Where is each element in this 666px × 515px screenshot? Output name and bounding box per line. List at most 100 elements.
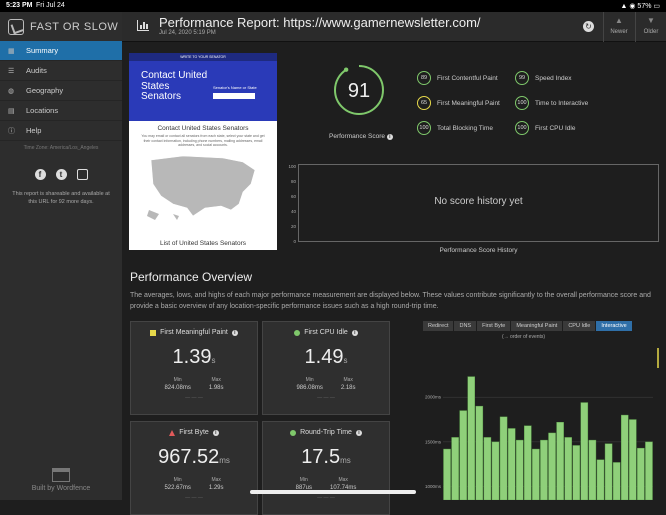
tab-cpu-idle[interactable]: CPU Idle [563, 321, 596, 331]
chart-bar[interactable] [451, 437, 459, 500]
chart-bar[interactable] [612, 462, 621, 500]
card-title-text: First Byte [179, 429, 209, 436]
screenshot-top-bar: WRITE TO YOUR SENATOR [129, 53, 277, 61]
chart-bar[interactable] [540, 439, 548, 500]
page-title: Performance Report: https://www.gamernew… [159, 15, 481, 30]
wordfence-icon [52, 468, 70, 482]
history-y-tick: 80 [290, 179, 296, 184]
warning-square-icon [150, 329, 157, 336]
sidebar-item-locations[interactable]: ▤ Locations [0, 101, 122, 121]
waterfall-bar-chart: 2000ms 1500ms 1000ms [423, 348, 659, 500]
metric-first-meaningful-paint: 65 First Meaningful Paint [417, 96, 500, 110]
chart-bar[interactable] [524, 425, 532, 500]
card-min-unit: ms [314, 385, 323, 391]
metric-score-badge: 89 [417, 71, 431, 85]
chart-bar[interactable] [629, 419, 637, 500]
list-icon: ☰ [8, 67, 15, 75]
us-map-image [147, 155, 256, 220]
card-divider: — — — [185, 495, 203, 501]
sidebar-item-help[interactable]: ⓘ Help [0, 121, 122, 141]
waterfall-tabs: Redirect DNS First Byte Meaningful Paint CPU… [423, 321, 633, 331]
tab-dns[interactable]: DNS [454, 321, 477, 331]
card-value: 17.5ms [263, 446, 389, 469]
history-y-tick: 100 [288, 164, 296, 169]
sidebar-item-label: Locations [26, 106, 59, 115]
chart-bar[interactable] [459, 410, 467, 500]
twitter-icon[interactable]: t [55, 169, 67, 180]
home-indicator[interactable] [250, 490, 416, 494]
tab-first-byte[interactable]: First Byte [477, 321, 511, 331]
chart-bar[interactable] [637, 447, 645, 500]
card-max-unit: s [352, 385, 356, 391]
chart-bar[interactable] [507, 428, 516, 500]
chart-bar[interactable] [515, 439, 524, 500]
chart-bar[interactable] [443, 448, 451, 500]
chevron-up-icon: ▲ [615, 16, 623, 25]
chart-bar[interactable] [556, 422, 564, 500]
sidebar-item-geography[interactable]: ◍ Geography [0, 81, 122, 101]
card-value-unit: s [343, 356, 348, 365]
older-button[interactable]: ▼ Older [635, 12, 666, 42]
sidebar-item-label: Geography [26, 86, 64, 95]
card-min-value: 887 [295, 485, 306, 491]
tab-meaningful-paint[interactable]: Meaningful Paint [511, 321, 563, 331]
bar-chart-icon [137, 20, 149, 31]
tab-redirect[interactable]: Redirect [423, 321, 454, 331]
info-icon[interactable]: i [212, 429, 219, 436]
metric-first-contentful-paint: 89 First Contentful Paint [417, 71, 498, 85]
built-by[interactable]: Built by Wordfence [0, 468, 122, 492]
brand-logo[interactable]: FAST OR SLOW [0, 12, 122, 41]
chart-bar[interactable] [620, 414, 629, 500]
chart-bar[interactable] [467, 376, 476, 500]
chart-bar[interactable] [604, 443, 613, 500]
newer-button[interactable]: ▲ Newer [603, 12, 634, 42]
tab-interactive[interactable]: Interactive [596, 321, 632, 331]
server-icon: ▤ [8, 107, 15, 115]
metric-score-badge: 100 [515, 96, 529, 110]
chart-bar[interactable] [499, 416, 508, 500]
chart-bar[interactable] [491, 441, 500, 500]
copy-link-icon[interactable] [76, 169, 88, 180]
metric-label: Speed Index [535, 74, 572, 82]
chart-bar[interactable] [475, 405, 484, 500]
info-icon[interactable]: i [386, 134, 393, 140]
info-icon[interactable]: i [231, 329, 238, 336]
metric-time-to-interactive: 100 Time to Interactive [515, 96, 588, 110]
card-max-value: 1.29 [208, 485, 221, 491]
info-icon[interactable]: i [355, 429, 362, 436]
card-first-meaningful-paint: First Meaningful Paint i 1.39s Min 824.08ms M… [130, 321, 258, 415]
card-min-value: 824.08 [164, 385, 183, 391]
card-max: Max 2.18s [340, 377, 356, 391]
chart-bar[interactable] [548, 432, 556, 500]
refresh-icon[interactable]: ↻ [583, 21, 594, 32]
performance-score-gauge: 91 [334, 65, 384, 115]
chart-bar[interactable] [532, 448, 540, 500]
performance-score-label: Performance Score i [329, 133, 393, 140]
no-history-message: No score history yet [434, 196, 523, 207]
chart-bar[interactable] [645, 441, 653, 500]
info-icon[interactable]: i [351, 329, 358, 336]
card-round-trip-time: Round-Trip Time i 17.5ms Min 887us Max 107.74m… [262, 421, 390, 515]
overview-description: The averages, lows, and highs of each ma… [130, 292, 651, 311]
social-share: f t [0, 169, 122, 180]
chart-bar[interactable] [580, 402, 589, 500]
card-min: Min 824.08ms [164, 377, 191, 391]
sidebar-item-label: Summary [26, 46, 59, 55]
sidebar-item-audits[interactable]: ☰ Audits [0, 61, 122, 81]
pass-dot-icon [290, 429, 297, 436]
chart-bar[interactable] [588, 439, 597, 500]
status-bar: 5:23 PM Fri Jul 24 ▲ ◉ 57% ▭ [0, 0, 666, 12]
card-max: Max 1.29s [208, 477, 224, 491]
chart-bar[interactable] [572, 445, 581, 500]
chart-bar[interactable] [596, 459, 605, 500]
main-content: WRITE TO YOUR SENATOR Contact United Sta… [122, 43, 666, 515]
metric-label: First CPU Idle [535, 124, 576, 132]
sidebar-item-summary[interactable]: ▦ Summary [0, 41, 122, 61]
chart-bar[interactable] [483, 437, 492, 500]
chart-bar[interactable] [564, 437, 572, 500]
grid-icon: ▦ [8, 47, 15, 55]
metric-first-cpu-idle: 100 First CPU Idle [515, 121, 575, 135]
facebook-icon[interactable]: f [34, 169, 46, 180]
card-first-cpu-idle: First CPU Idle i 1.49s Min 986.08ms Max 2.18s —… [262, 321, 390, 415]
chart-y-tick: 1500ms [425, 439, 442, 444]
